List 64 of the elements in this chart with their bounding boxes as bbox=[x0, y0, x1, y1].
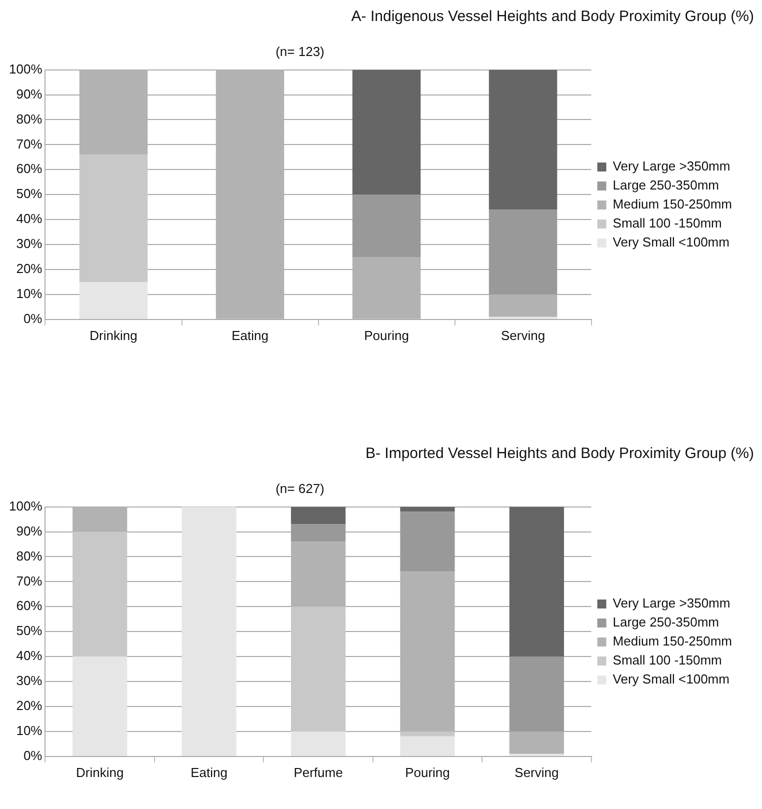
x-tick-label: Perfume bbox=[294, 764, 343, 780]
y-tick-label: 90% bbox=[16, 523, 43, 538]
y-tick-label: 60% bbox=[16, 161, 43, 176]
legend-label: Small 100 -150mm bbox=[612, 652, 722, 668]
bar bbox=[352, 70, 421, 195]
legend-label: Very Small <100mm bbox=[612, 672, 730, 687]
x-tick-label: Drinking bbox=[76, 764, 124, 780]
bar bbox=[290, 731, 346, 756]
y-tick-label: 20% bbox=[16, 261, 43, 276]
bar bbox=[400, 731, 455, 736]
bar bbox=[72, 656, 128, 756]
y-tick-label: 10% bbox=[16, 723, 43, 738]
x-tick-label: Pouring bbox=[405, 764, 450, 780]
legend-label: Large 250-350mm bbox=[612, 614, 720, 630]
legend-label: Very Large >350mm bbox=[612, 596, 730, 611]
bar bbox=[290, 524, 346, 542]
y-tick-label: 20% bbox=[16, 698, 43, 714]
bar bbox=[400, 736, 455, 756]
chart-title: A- Indigenous Vessel Heights and Body Proximity Group (%) bbox=[350, 8, 755, 27]
bar bbox=[72, 532, 128, 657]
bar bbox=[509, 656, 564, 732]
y-tick-label: 60% bbox=[16, 598, 43, 614]
y-tick-label: 50% bbox=[16, 186, 43, 202]
x-tick-label: Eating bbox=[232, 328, 268, 343]
legend-label: Medium 150-250mm bbox=[612, 196, 732, 212]
y-tick-label: 0% bbox=[23, 748, 43, 763]
y-tick-label: 70% bbox=[16, 136, 43, 152]
y-tick-label: 100% bbox=[9, 61, 43, 76]
bar bbox=[79, 282, 148, 319]
bar bbox=[488, 70, 558, 210]
y-tick-label: 80% bbox=[16, 111, 43, 126]
x-tick-label: Serving bbox=[500, 328, 546, 343]
x-tick-label: Eating bbox=[190, 764, 228, 780]
bar bbox=[352, 194, 421, 257]
y-tick-label: 10% bbox=[16, 286, 43, 302]
bar bbox=[488, 210, 558, 294]
legend-label: Very Small <100mm bbox=[612, 234, 730, 250]
chart-title: B- Imported Vessel Heights and Body Proximity Group (%) bbox=[364, 445, 755, 464]
bar bbox=[182, 506, 236, 756]
legend-label: Medium 150-250mm bbox=[612, 634, 732, 649]
x-tick-label: Drinking bbox=[90, 328, 138, 343]
chart-subtitle: (n= 627) bbox=[274, 481, 326, 496]
x-tick-label: Serving bbox=[514, 764, 559, 780]
legend-label: Large 250-350mm bbox=[612, 178, 720, 193]
y-tick-label: 70% bbox=[16, 573, 43, 588]
x-tick-label: Pouring bbox=[364, 328, 409, 343]
bar bbox=[290, 606, 346, 732]
y-tick-label: 90% bbox=[16, 86, 43, 102]
bar bbox=[400, 506, 455, 512]
chart-subtitle: (n= 123) bbox=[274, 44, 326, 59]
bar bbox=[290, 506, 346, 524]
y-tick-label: 100% bbox=[9, 498, 43, 514]
y-tick-label: 40% bbox=[16, 648, 43, 664]
y-tick-label: 30% bbox=[16, 673, 43, 688]
y-tick-label: 30% bbox=[16, 236, 43, 252]
y-tick-label: 50% bbox=[16, 623, 43, 638]
bar bbox=[79, 154, 148, 282]
legend-label: Very Large >350mm bbox=[612, 158, 730, 174]
legend-label: Small 100 -150mm bbox=[612, 216, 722, 231]
bar bbox=[400, 512, 455, 572]
y-tick-label: 80% bbox=[16, 548, 43, 564]
bar bbox=[509, 506, 564, 657]
y-tick-label: 0% bbox=[23, 310, 43, 326]
y-tick-label: 40% bbox=[16, 211, 43, 226]
